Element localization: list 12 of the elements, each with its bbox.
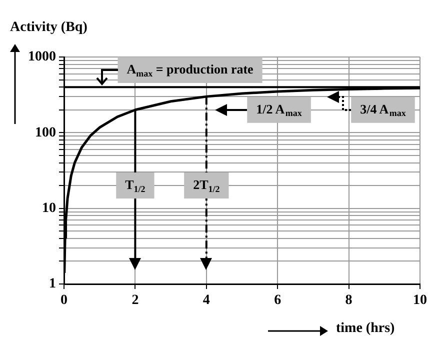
x-tick-label: 8 [345,293,352,308]
x-tick-label: 0 [60,293,68,308]
y-tick-label: 1 [49,276,56,292]
x-tick-label: 4 [202,293,210,308]
x-tick-label: 6 [274,293,282,308]
y-axis-title: Activity (Bq) [10,20,88,36]
x-axis-title: time (hrs) [336,321,395,337]
y-tick-label: 1000 [28,50,56,65]
y-tick-label: 100 [35,125,56,140]
x-tick-label: 10 [413,293,427,308]
y-tick-label: 10 [42,200,56,216]
x-tick-label: 2 [132,293,139,308]
